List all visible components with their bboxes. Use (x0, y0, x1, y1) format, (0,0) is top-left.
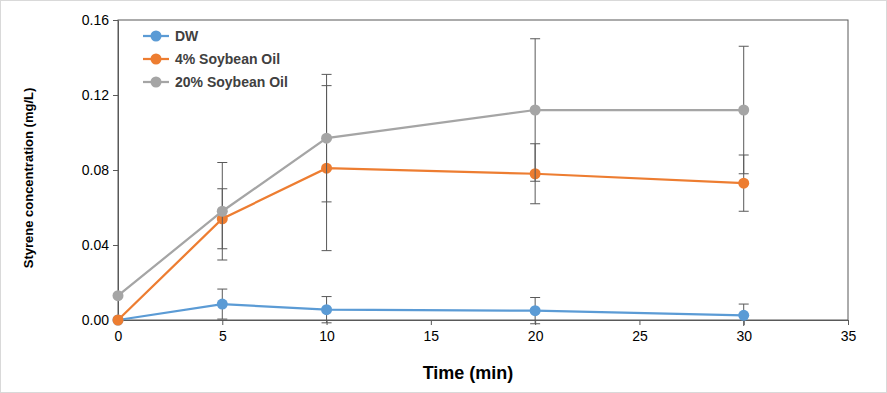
error-bar (530, 298, 540, 324)
y-tick-label: 0.12 (82, 87, 109, 103)
data-point (738, 105, 749, 116)
series (113, 39, 750, 301)
x-tick-mark (431, 320, 432, 325)
x-axis: 0 5 10 15 20 25 30 35 (115, 320, 857, 344)
y-tick: 0.04 (82, 237, 118, 253)
data-point (217, 206, 228, 217)
x-tick-label: 35 (841, 328, 857, 344)
error-bar-cap (217, 289, 227, 290)
data-point (738, 310, 749, 321)
error-bar-cap (217, 162, 227, 163)
series (113, 86, 750, 326)
y-tick-mark (113, 95, 118, 96)
legend-marker (151, 31, 162, 42)
error-bar-cap (322, 74, 332, 75)
data-point (530, 305, 541, 316)
x-tick-label: 25 (632, 328, 648, 344)
error-bar-cap (739, 211, 749, 212)
plot: 0 5 10 15 20 25 30 35 0.00 0.04 0.08 0.12 0.16 DW 4% S… (82, 12, 857, 344)
data-point (113, 290, 124, 301)
error-bar-cap (530, 203, 540, 204)
x-tick-mark (222, 320, 223, 325)
x-tick-label: 15 (424, 328, 440, 344)
y-tick-mark (113, 245, 118, 246)
y-axis: 0.00 0.04 0.08 0.12 0.16 (82, 12, 119, 328)
legend-label: 20% Soybean Oil (175, 74, 288, 90)
error-bar (217, 289, 227, 319)
y-tick-label: 0.16 (82, 12, 109, 28)
error-bar (739, 46, 749, 174)
data-point (530, 105, 541, 116)
series-line (118, 168, 744, 320)
y-tick: 0.12 (82, 87, 118, 103)
error-bar-cap (530, 297, 540, 298)
y-tick-label: 0.08 (82, 162, 109, 178)
y-axis-line (118, 21, 119, 321)
legend-item: 20% Soybean Oil (143, 74, 288, 90)
error-bar (217, 163, 227, 261)
x-tick: 15 (424, 320, 440, 344)
x-tick-label: 5 (219, 328, 227, 344)
y-tick-mark (113, 20, 118, 21)
legend-marker (151, 77, 162, 88)
y-tick-label: 0.00 (82, 312, 109, 328)
error-bar-cap (739, 304, 749, 305)
error-bar (739, 304, 749, 326)
error-bar-cap (322, 322, 332, 323)
legend-label: 4% Soybean Oil (175, 51, 280, 67)
plot-frame (118, 20, 848, 320)
data-point (738, 178, 749, 189)
data-point (113, 315, 124, 326)
legend-item: 4% Soybean Oil (143, 51, 280, 67)
x-tick-mark (639, 320, 640, 325)
legend: DW 4% Soybean Oil 20% Soybean Oil (143, 28, 288, 90)
background (1, 1, 887, 393)
y-tick-mark (113, 170, 118, 171)
y-tick: 0.16 (82, 12, 118, 28)
error-bar-cap (530, 181, 540, 182)
x-tick: 25 (632, 320, 648, 344)
data-point (321, 304, 332, 315)
x-axis-line (119, 320, 849, 321)
x-axis-title: Time (min) (423, 363, 514, 383)
x-tick-label: 0 (115, 328, 123, 344)
x-tick: 10 (319, 320, 335, 344)
legend-marker (151, 54, 162, 65)
legend-item: DW (143, 28, 199, 44)
error-bar (322, 74, 332, 202)
data-point (217, 299, 228, 310)
error-bar-cap (322, 201, 332, 202)
x-tick-label: 10 (319, 328, 335, 344)
error-bar-cap (322, 296, 332, 297)
error-bar (322, 297, 332, 323)
error-bar (530, 39, 540, 182)
x-tick-label: 30 (736, 328, 752, 344)
y-tick: 0.08 (82, 162, 118, 178)
data-point (321, 133, 332, 144)
y-axis-title: Styrene concentration (mg/L) (21, 88, 36, 269)
x-tick-mark (848, 320, 849, 325)
y-tick-label: 0.04 (82, 237, 109, 253)
error-bar-cap (530, 38, 540, 39)
data-point (113, 315, 124, 326)
chart: 0 5 10 15 20 25 30 35 0.00 0.04 0.08 0.12 0.16 DW 4% S… (0, 0, 887, 393)
x-tick: 30 (736, 320, 752, 344)
x-tick: 35 (841, 320, 857, 344)
series-line (118, 304, 744, 320)
error-bar-cap (217, 260, 227, 261)
error-bar-cap (322, 250, 332, 251)
marks (113, 39, 750, 326)
series-line (118, 110, 744, 296)
series (113, 289, 750, 326)
error-bar-cap (739, 46, 749, 47)
error-bar-cap (739, 173, 749, 174)
error-bar-cap (217, 319, 227, 320)
x-tick: 20 (528, 320, 544, 344)
legend-label: DW (175, 28, 199, 44)
error-bar-cap (530, 323, 540, 324)
x-tick: 5 (219, 320, 227, 344)
x-tick-label: 20 (528, 328, 544, 344)
